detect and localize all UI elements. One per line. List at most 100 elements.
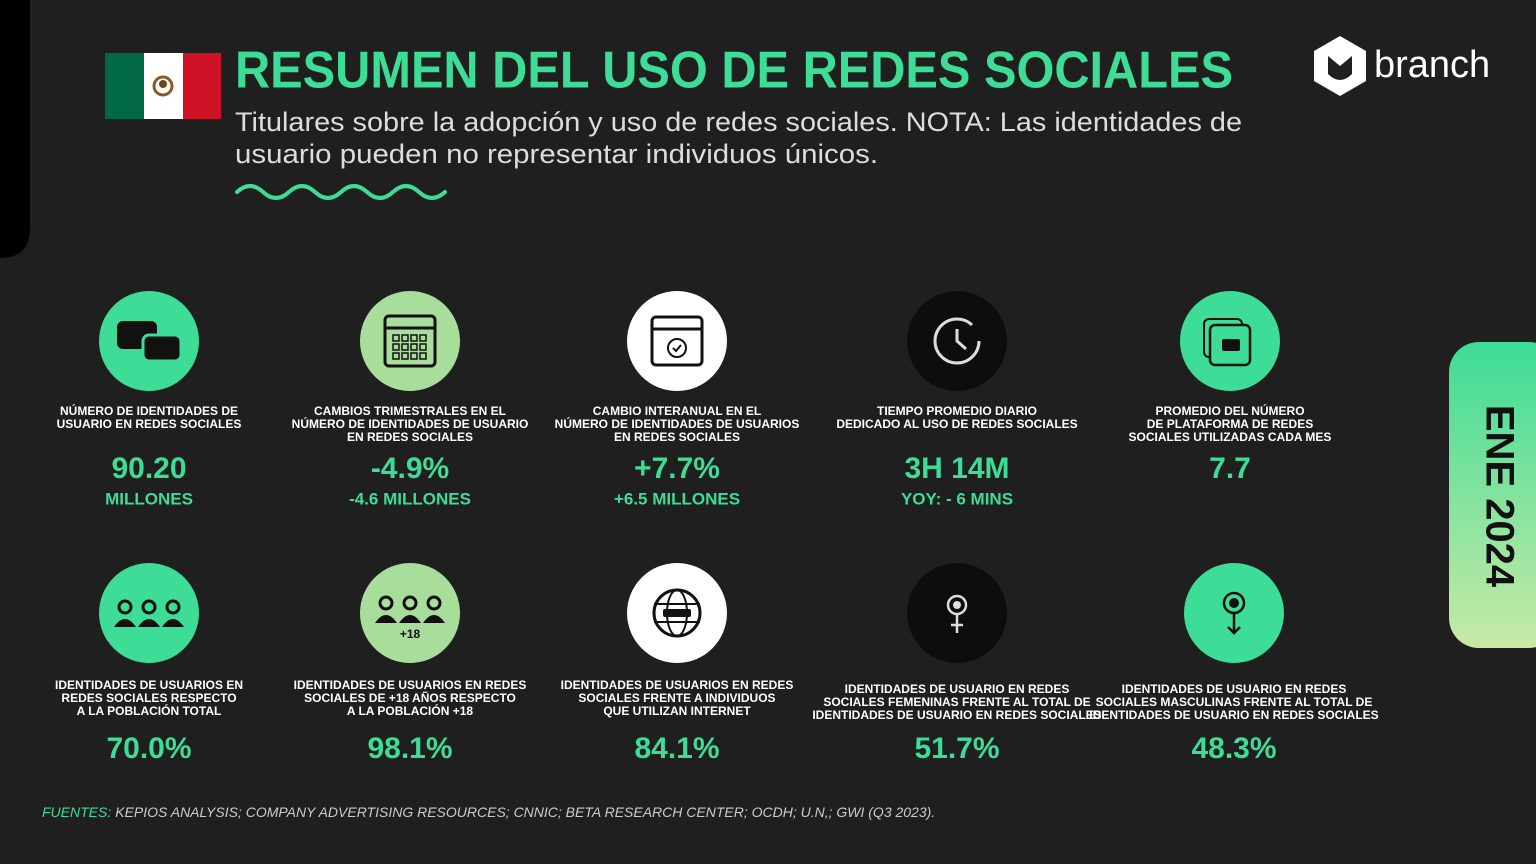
stat-label: CAMBIOS TRIMESTRALES EN EL xyxy=(314,404,506,418)
stat-label: TIEMPO PROMEDIO DIARIO xyxy=(877,404,1037,418)
icon-part xyxy=(399,615,421,623)
stat-label: IDENTIDADES DE USUARIO EN REDES xyxy=(845,682,1070,696)
stat-label: IDENTIDADES DE USUARIO EN REDES SOCIALES xyxy=(812,708,1101,722)
sources-label: FUENTES: xyxy=(42,804,111,820)
sources: FUENTES: KEPIOS ANALYSIS; COMPANY ADVERTI… xyxy=(42,804,935,820)
stat-label: SOCIALES FRENTE A INDIVIDUOS xyxy=(578,691,775,705)
stat-subvalue: YOY: - 6 MINS xyxy=(901,489,1013,508)
stat-label: IDENTIDADES DE USUARIOS EN REDES xyxy=(561,678,794,692)
stat: IDENTIDADES DE USUARIO EN REDESSOCIALES … xyxy=(1089,563,1379,765)
icon-part xyxy=(955,329,967,351)
stat-icon: +18 xyxy=(375,595,445,641)
stat-label: DEDICADO AL USO DE REDES SOCIALES xyxy=(836,417,1077,431)
stat-icon xyxy=(383,314,437,368)
stat-label: QUE UTILIZAN INTERNET xyxy=(603,704,751,718)
icon-part xyxy=(423,615,445,623)
icon-part xyxy=(1227,613,1241,635)
icon-part xyxy=(141,333,183,363)
icon-part xyxy=(1222,339,1240,351)
stat-value: -4.9% xyxy=(371,452,449,485)
icon-part xyxy=(138,619,160,627)
stat-icon xyxy=(1222,591,1246,635)
icon-part xyxy=(419,352,427,360)
icon-part xyxy=(117,599,133,615)
icon-part xyxy=(392,352,400,360)
stat-label: SOCIALES DE +18 AÑOS RESPECTO xyxy=(304,690,516,705)
stat-value: 51.7% xyxy=(914,732,999,765)
stat-icon xyxy=(114,599,184,627)
icon-part xyxy=(663,609,691,617)
stat-value: 70.0% xyxy=(106,732,191,765)
stat-icon xyxy=(933,317,981,365)
stat-label: SOCIALES UTILIZADAS CADA MES xyxy=(1129,430,1332,444)
icon-part xyxy=(650,315,704,367)
stat-label: IDENTIDADES DE USUARIOS EN xyxy=(55,678,243,692)
subtitle: usuario pueden no representar individuos… xyxy=(235,139,878,169)
stat-label: CAMBIO INTERANUAL EN EL xyxy=(593,404,761,418)
flag xyxy=(105,53,221,119)
icon-part xyxy=(667,338,687,358)
stat: IDENTIDADES DE USUARIOS EN REDESSOCIALES… xyxy=(561,563,794,765)
icon-text: +18 xyxy=(400,627,421,641)
stat-label: SOCIALES MASCULINAS FRENTE AL TOTAL DE xyxy=(1096,695,1373,709)
stat-label: DE PLATAFORMA DE REDES xyxy=(1147,417,1313,431)
icon-part xyxy=(410,343,418,351)
stat: +18 IDENTIDADES DE USUARIOS EN REDESSOCIA… xyxy=(294,563,527,765)
stat-label: A LA POBLACIÓN TOTAL xyxy=(77,703,222,718)
stat-value: 98.1% xyxy=(367,732,452,765)
stat-label: EN REDES SOCIALES xyxy=(347,430,473,444)
stat-value: 84.1% xyxy=(634,732,719,765)
stat-subvalue: MILLONES xyxy=(105,489,193,508)
icon-part xyxy=(114,619,136,627)
stat-label: IDENTIDADES DE USUARIO EN REDES xyxy=(1122,682,1347,696)
icon-part xyxy=(426,595,442,611)
stat-value: 90.20 xyxy=(111,452,186,485)
icon-part xyxy=(672,344,682,353)
icon-part xyxy=(383,314,437,368)
icon-part xyxy=(419,343,427,351)
icon-part xyxy=(410,334,418,342)
title: RESUMEN DEL USO DE REDES SOCIALES xyxy=(235,42,1233,100)
sources-text: KEPIOS ANALYSIS; COMPANY ADVERTISING RES… xyxy=(115,804,935,820)
icon-part xyxy=(378,595,394,611)
stat-icon xyxy=(652,588,702,638)
logo: branch xyxy=(1314,36,1490,96)
icon-part xyxy=(953,601,961,609)
stat-label: IDENTIDADES DE USUARIOS EN REDES xyxy=(294,678,527,692)
stat-label: NÚMERO DE IDENTIDADES DE USUARIOS xyxy=(555,416,800,431)
stat-label: A LA POBLACIÓN +18 xyxy=(347,703,473,718)
stat-label: NÚMERO DE IDENTIDADES DE xyxy=(60,403,238,418)
icon-part xyxy=(401,343,409,351)
icon-part xyxy=(401,352,409,360)
icon-part xyxy=(933,317,981,365)
stat-label: SOCIALES FEMENINAS FRENTE AL TOTAL DE xyxy=(823,695,1090,709)
subtitle: Titulares sobre la adopción y uso de red… xyxy=(235,107,1242,137)
stat-icon-circle xyxy=(627,291,727,391)
stat-icon xyxy=(1203,318,1252,367)
stat-icon-circle xyxy=(360,563,460,663)
stat-value: 7.7 xyxy=(1209,452,1251,485)
icon-part xyxy=(375,615,397,623)
stat-label: PROMEDIO DEL NÚMERO xyxy=(1155,403,1304,418)
stat-icon xyxy=(650,315,704,367)
stat-label: IDENTIDADES DE USUARIO EN REDES SOCIALES xyxy=(1089,708,1378,722)
stat-value: 3H 14M xyxy=(904,452,1009,485)
icon-part xyxy=(419,334,427,342)
period: ENE 2024 xyxy=(1477,405,1521,588)
icon-part xyxy=(392,343,400,351)
stat-label: USUARIO EN REDES SOCIALES xyxy=(57,417,242,431)
stat-icon xyxy=(117,321,183,363)
stat-icon-circle xyxy=(360,291,460,391)
stat-value: +7.7% xyxy=(634,452,720,485)
icon-part xyxy=(165,599,181,615)
stat-icon xyxy=(946,594,968,633)
icon-part xyxy=(392,334,400,342)
stat-value: 48.3% xyxy=(1191,732,1276,765)
